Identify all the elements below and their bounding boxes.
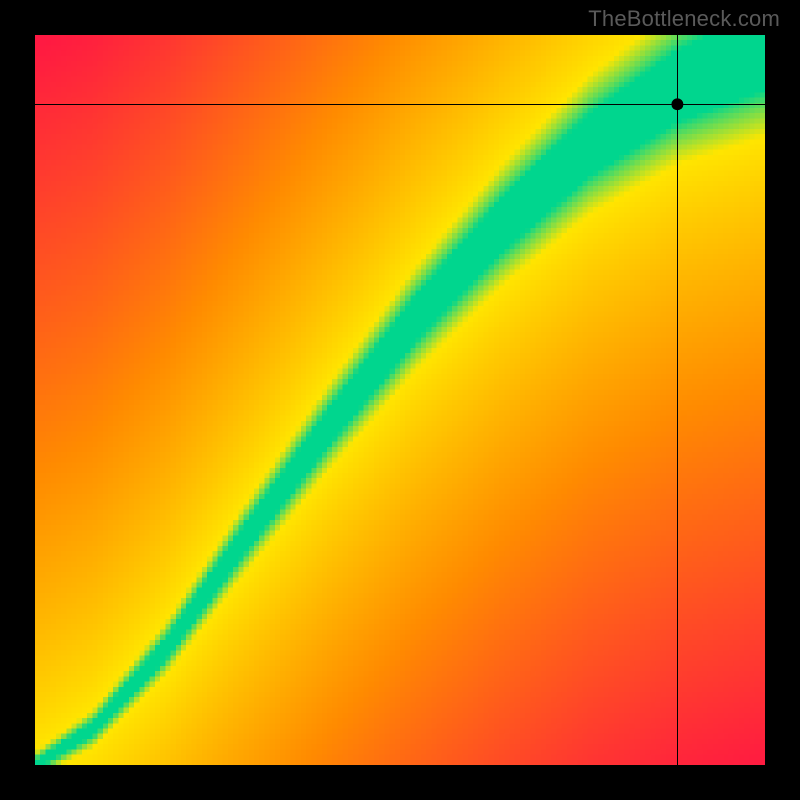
chart-frame: TheBottleneck.com xyxy=(0,0,800,800)
watermark-text: TheBottleneck.com xyxy=(588,6,780,32)
crosshair-overlay xyxy=(35,35,765,765)
